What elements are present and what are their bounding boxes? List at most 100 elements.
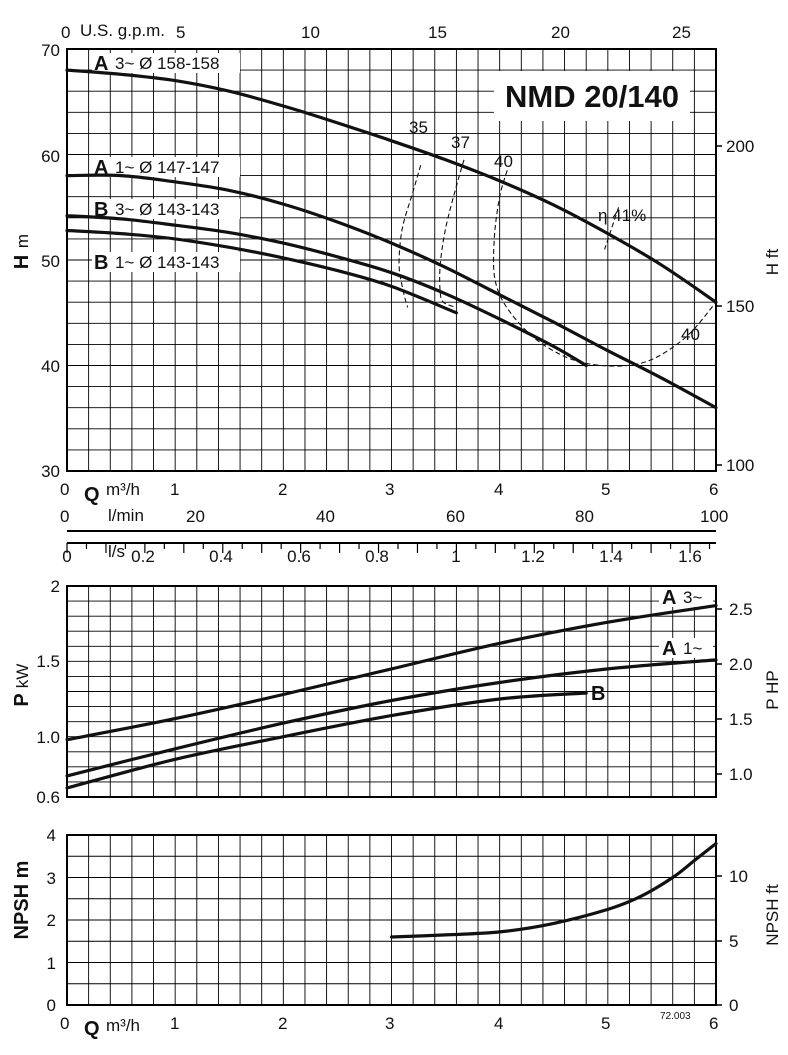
- php-axis-label: P HP: [763, 670, 782, 709]
- efficiency-curves: [398, 159, 717, 367]
- npsh-chart: 4 3 2 1 0 NPSH m 10 5 0 NPSH ft 0 Q m³/h…: [11, 826, 782, 1040]
- npsh-right-axis: 10 5 0 NPSH ft: [716, 867, 782, 1015]
- lmin-tick-100: 100: [700, 507, 728, 526]
- ls-tick-0-6: 0.6: [287, 547, 311, 566]
- nq-tick-6: 6: [709, 1014, 718, 1033]
- nq-tick-5: 5: [601, 1014, 610, 1033]
- nq-axis-symbol: Q: [84, 1018, 100, 1040]
- efficiency-curve-37: [439, 159, 465, 309]
- label-bg-a1: [92, 157, 240, 177]
- power-chart-frame: [66, 585, 717, 798]
- figure-code: 72.003: [660, 1011, 691, 1022]
- h-tick-70: 70: [41, 41, 60, 60]
- q-tick-3: 3: [385, 480, 394, 499]
- npsh-curves: [389, 841, 718, 939]
- curve-a-1: [65, 658, 718, 778]
- ls-tick-0-8: 0.8: [365, 547, 389, 566]
- h-tick-40: 40: [41, 357, 60, 376]
- efficiency-curve-40: [492, 170, 717, 367]
- eff-label-40-right: 40: [681, 325, 700, 344]
- power-curve-labels: A 3~ A 1~ B: [591, 587, 713, 705]
- gpm-tick-15: 15: [428, 23, 447, 42]
- efficiency-labels: 35 37 40 η 41% 40: [409, 118, 700, 344]
- title-backdrop: [494, 71, 690, 121]
- npsh-chart-frame: [66, 834, 717, 1006]
- head-chart: 0 U.S. g.p.m. 5 10 15 20 25 70 60 50 40 …: [11, 21, 782, 566]
- h-tick-60: 60: [41, 147, 60, 166]
- efficiency-curve-41: [604, 207, 620, 250]
- head-left-axis: 70 60 50 40 30 H m: [11, 41, 60, 481]
- eff-label-40: 40: [494, 152, 513, 171]
- h-tick-50: 50: [41, 252, 60, 271]
- ls-tick-0-4: 0.4: [209, 547, 233, 566]
- q-tick-0: 0: [60, 480, 69, 499]
- head-q-axis: 0 Q m³/h 1 2 3 4 5 6: [60, 480, 718, 506]
- power-axis-title: P kW: [11, 664, 33, 707]
- power-grid: [67, 586, 716, 797]
- ls-tick-1-4: 1.4: [599, 547, 623, 566]
- power-curves: [65, 604, 718, 790]
- ls-tick-1-6: 1.6: [678, 547, 702, 566]
- label-a3-text: 3~ Ø 158-158: [115, 54, 219, 73]
- nq-axis-unit: m³/h: [106, 1016, 140, 1035]
- lmin-tick-0: 0: [60, 507, 69, 526]
- plabel-b-letter: B: [591, 683, 605, 705]
- label-b3-letter: B: [94, 199, 108, 221]
- npsh-tick-0: 0: [47, 996, 56, 1015]
- npshft-tick-0: 0: [729, 996, 738, 1015]
- lmin-axis: 0 l/min 20 40 60 80 100: [60, 506, 728, 532]
- hft-tick-200: 200: [726, 137, 754, 156]
- label-a3-letter: A: [94, 53, 108, 75]
- npsh-axis-label: NPSH m: [11, 861, 33, 940]
- p-tick-1-0: 1.0: [36, 728, 60, 747]
- lmin-tick-40: 40: [316, 507, 335, 526]
- q-tick-1: 1: [170, 480, 179, 499]
- npsh-left-axis: 4 3 2 1 0 NPSH m: [11, 826, 56, 1015]
- php-tick-2-0: 2.0: [729, 655, 753, 674]
- curve-npsh: [389, 841, 718, 939]
- hft-tick-150: 150: [726, 297, 754, 316]
- chart-title: NMD 20/140: [505, 79, 679, 114]
- npshft-tick-10: 10: [729, 867, 748, 886]
- label-a1-letter: A: [94, 157, 108, 179]
- ls-axis: l/s 0 0.2 0.4 0.6 0.8 1 1.2 1.4 1.6: [62, 542, 716, 566]
- lmin-axis-label: l/min: [108, 506, 144, 525]
- hft-axis-label: H ft: [763, 249, 782, 276]
- npsh-q-axis: 0 Q m³/h 1 2 3 4 5 6 72.003: [60, 1011, 718, 1040]
- head-axis-title: H m: [11, 234, 33, 269]
- nq-tick-3: 3: [385, 1014, 394, 1033]
- power-axis-symbol: P: [11, 693, 33, 706]
- gpm-tick-25: 25: [672, 23, 691, 42]
- head-curves: [65, 68, 718, 410]
- plabel-a1-text: 1~: [683, 639, 702, 658]
- eff-label-41: η 41%: [598, 206, 646, 225]
- label-a1-text: 1~ Ø 147-147: [115, 158, 219, 177]
- head-axis-unit: m: [13, 234, 32, 248]
- head-chart-frame: [66, 48, 717, 472]
- php-tick-1-0: 1.0: [729, 765, 753, 784]
- head-right-axis: 200 150 100 H ft: [716, 137, 782, 475]
- q-axis-symbol: Q: [84, 484, 100, 506]
- hft-tick-100: 100: [726, 456, 754, 475]
- q-tick-5: 5: [601, 480, 610, 499]
- ls-axis-label: l/s: [108, 542, 125, 561]
- npshft-tick-5: 5: [729, 932, 738, 951]
- plabel-a3-text: 3~: [683, 588, 702, 607]
- npsh-tick-2: 2: [47, 911, 56, 930]
- q-tick-4: 4: [494, 480, 503, 499]
- curve-b-1-143-143: [65, 228, 458, 315]
- curve-a-3: [65, 604, 718, 742]
- gpm-axis: 0 U.S. g.p.m. 5 10 15 20 25: [61, 21, 691, 42]
- efficiency-curve-35: [398, 164, 422, 308]
- curve-a-3-158-158: [65, 68, 718, 304]
- lmin-tick-60: 60: [446, 507, 465, 526]
- npsh-tick-1: 1: [47, 954, 56, 973]
- gpm-tick-0: 0: [61, 23, 70, 42]
- nq-tick-2: 2: [278, 1014, 287, 1033]
- p-tick-2: 2: [51, 577, 60, 596]
- eff-label-35: 35: [409, 118, 428, 137]
- curve-b: [65, 691, 588, 790]
- curve-a-1-147-147: [65, 173, 718, 410]
- npsh-tick-4: 4: [47, 826, 56, 845]
